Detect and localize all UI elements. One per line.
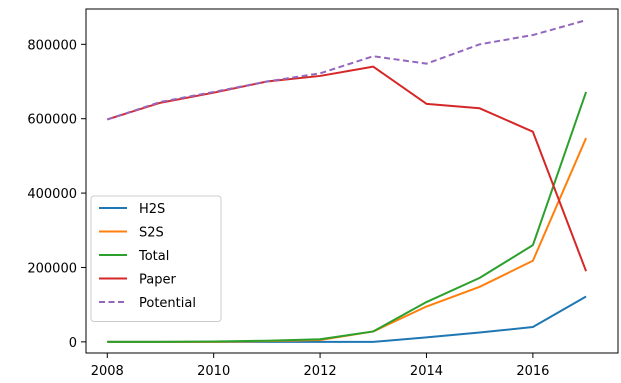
y-tick-label: 0 [69, 336, 77, 351]
x-tick-label: 2016 [516, 364, 549, 379]
legend-box [90, 195, 222, 322]
x-tick-label: 2014 [410, 364, 443, 379]
x-tick-label: 2012 [304, 364, 337, 379]
y-axis: 0 200000 400000 600000 800000 [27, 38, 86, 351]
y-tick-label: 400000 [27, 187, 77, 202]
plot-frame [85, 8, 619, 354]
legend-label-potential: Potential [139, 296, 196, 311]
y-tick-label: 800000 [27, 38, 77, 53]
series-lines [106, 19, 588, 343]
legend-label-s2s: S2S [139, 226, 164, 241]
x-axis: 2008 2010 2012 2014 2016 [91, 353, 549, 379]
series-line-paper [106, 65, 588, 272]
y-tick-label: 200000 [27, 261, 77, 276]
x-tick-label: 2010 [197, 364, 230, 379]
series-line-total [107, 91, 588, 343]
legend-label-total: Total [138, 249, 169, 264]
legend-label-h2s: H2S [139, 202, 165, 217]
series-line-potential [106, 19, 587, 121]
legend: H2S S2S Total Paper Potential [90, 195, 222, 322]
y-tick-label: 600000 [27, 113, 77, 128]
x-tick-label: 2008 [91, 364, 124, 379]
legend-label-paper: Paper [139, 273, 176, 288]
